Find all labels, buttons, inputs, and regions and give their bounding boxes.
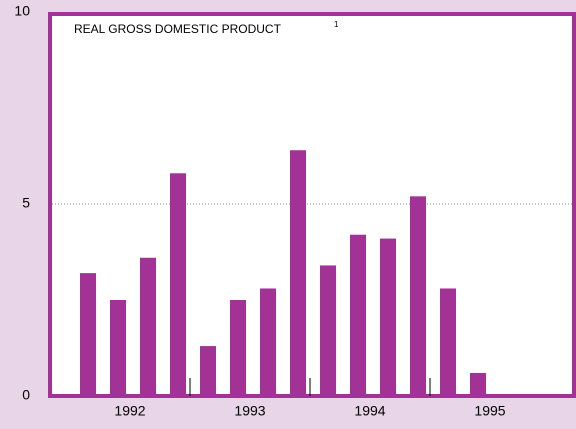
title-note: 1 bbox=[334, 20, 339, 29]
bar bbox=[440, 288, 456, 396]
plot-frame bbox=[48, 12, 576, 398]
x-group-label: 1993 bbox=[234, 403, 265, 419]
y-tick-label: 0 bbox=[22, 387, 30, 403]
bar bbox=[140, 257, 156, 396]
bar bbox=[260, 288, 276, 396]
chart-title: REAL GROSS DOMESTIC PRODUCT bbox=[74, 22, 282, 36]
bar bbox=[200, 346, 216, 396]
y-tick-label: 5 bbox=[22, 195, 30, 211]
bar bbox=[110, 300, 126, 396]
bar bbox=[380, 238, 396, 396]
bar bbox=[410, 196, 426, 396]
bar bbox=[470, 372, 486, 396]
bar bbox=[290, 150, 306, 396]
x-group-label: 1992 bbox=[114, 403, 145, 419]
bar bbox=[170, 173, 186, 396]
bar bbox=[350, 234, 366, 396]
bar bbox=[320, 265, 336, 396]
bar bbox=[230, 300, 246, 396]
x-group-label: 1994 bbox=[354, 403, 385, 419]
bar bbox=[80, 273, 96, 396]
x-group-label: 1995 bbox=[474, 403, 505, 419]
y-tick-label: 10 bbox=[14, 3, 30, 19]
